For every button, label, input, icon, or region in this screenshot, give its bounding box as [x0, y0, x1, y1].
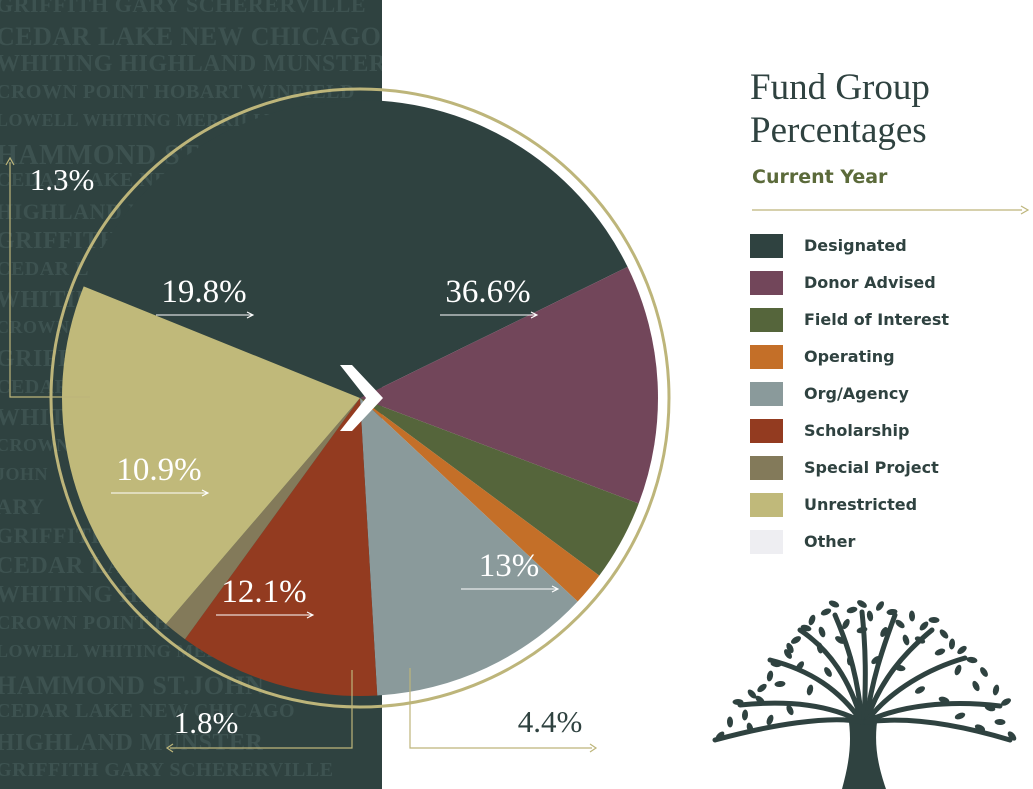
pie-slice-unrestricted — [62, 286, 360, 625]
legend-swatch — [750, 456, 783, 480]
legend-label: Field of Interest — [804, 310, 950, 329]
pie-value-label: 19.8% — [161, 274, 246, 310]
pie-value-label: 4.4% — [518, 704, 583, 739]
legend-swatch — [750, 493, 783, 517]
legend-label: Other — [804, 532, 856, 551]
pie-value-label: 1.3% — [30, 162, 95, 197]
pie-value-label: 10.9% — [116, 452, 201, 488]
background-town-name: ARY — [0, 493, 45, 519]
pie-slice-special-project — [165, 398, 360, 640]
pie-value-label: 13% — [479, 548, 540, 584]
legend-label: Designated — [804, 236, 907, 255]
pie-label-arrow — [216, 611, 315, 619]
pie-callout-line — [409, 668, 598, 753]
legend-swatch — [750, 345, 783, 369]
background-town-name: WHITING HIGHLAND MUNSTER — [0, 51, 382, 77]
pie-callout-line — [5, 156, 90, 398]
pie-label-arrow — [111, 489, 210, 497]
background-town-name: HIGHLAND MUNSTER — [0, 729, 264, 756]
pie-value-label: 36.6% — [445, 274, 530, 310]
pie-callout-line — [165, 670, 353, 753]
background-town-name: GRIFFITH GARY SCHERERVILLE — [0, 0, 367, 17]
pie-label-arrow — [461, 585, 560, 593]
background-town-name: HAMMOND ST.JOHN — [0, 670, 265, 700]
legend-label: Special Project — [804, 458, 939, 477]
chart-subtitle: Current Year — [752, 166, 888, 188]
legend-swatch — [750, 271, 783, 295]
legend-label: Unrestricted — [804, 495, 918, 514]
legend-label: Donor Advised — [804, 273, 936, 292]
pie-slice-operating — [360, 398, 600, 602]
background-town-name: JOHN — [0, 464, 49, 484]
pie-slice-donor-advised — [360, 266, 658, 504]
divider-arrow-head — [1020, 205, 1030, 215]
pie-callouts — [5, 156, 598, 753]
pie-label-arrow — [440, 311, 539, 319]
pie-label-arrow — [156, 311, 255, 319]
legend-swatch — [750, 530, 783, 554]
legend-swatch — [750, 308, 783, 332]
pie-slice-field-of-interest — [360, 398, 639, 576]
pie-slice-org-agency — [360, 398, 578, 696]
pie-labels: 36.6% 13% 4.4% 1.8% 12.1% 10.9% 1.3% 19.8% — [30, 162, 583, 740]
background-town-name: CEDAR LAKE NEW CHICAGO — [0, 21, 382, 51]
pie-slice-scholarship — [184, 398, 378, 696]
legend-swatch — [750, 382, 783, 406]
legend-swatch — [750, 419, 783, 443]
chart-title: Fund Group Percentages — [750, 67, 930, 151]
tree-icon — [712, 600, 1017, 789]
pie-value-label: 12.1% — [221, 574, 306, 610]
background-town-name: CROWN — [0, 434, 70, 455]
pie-outer-ring — [49, 87, 671, 709]
legend-label: Org/Agency — [804, 384, 909, 403]
legend-label: Operating — [804, 347, 895, 366]
background-town-name: CROWN POINT HOBART WINFIELD — [0, 80, 355, 103]
pie-value-label: 1.8% — [174, 705, 239, 740]
background-town-name: GRIFFITH GARY SCHERERVILLE — [0, 759, 334, 781]
background-town-name: CEDAR LAKE NEW CHICAGO — [0, 700, 295, 722]
chevron-right-icon — [340, 365, 383, 431]
legend-swatch — [750, 234, 783, 258]
pie-slices — [62, 100, 658, 696]
legend-label: Scholarship — [804, 421, 910, 440]
pie-slice-designated — [83, 100, 628, 398]
